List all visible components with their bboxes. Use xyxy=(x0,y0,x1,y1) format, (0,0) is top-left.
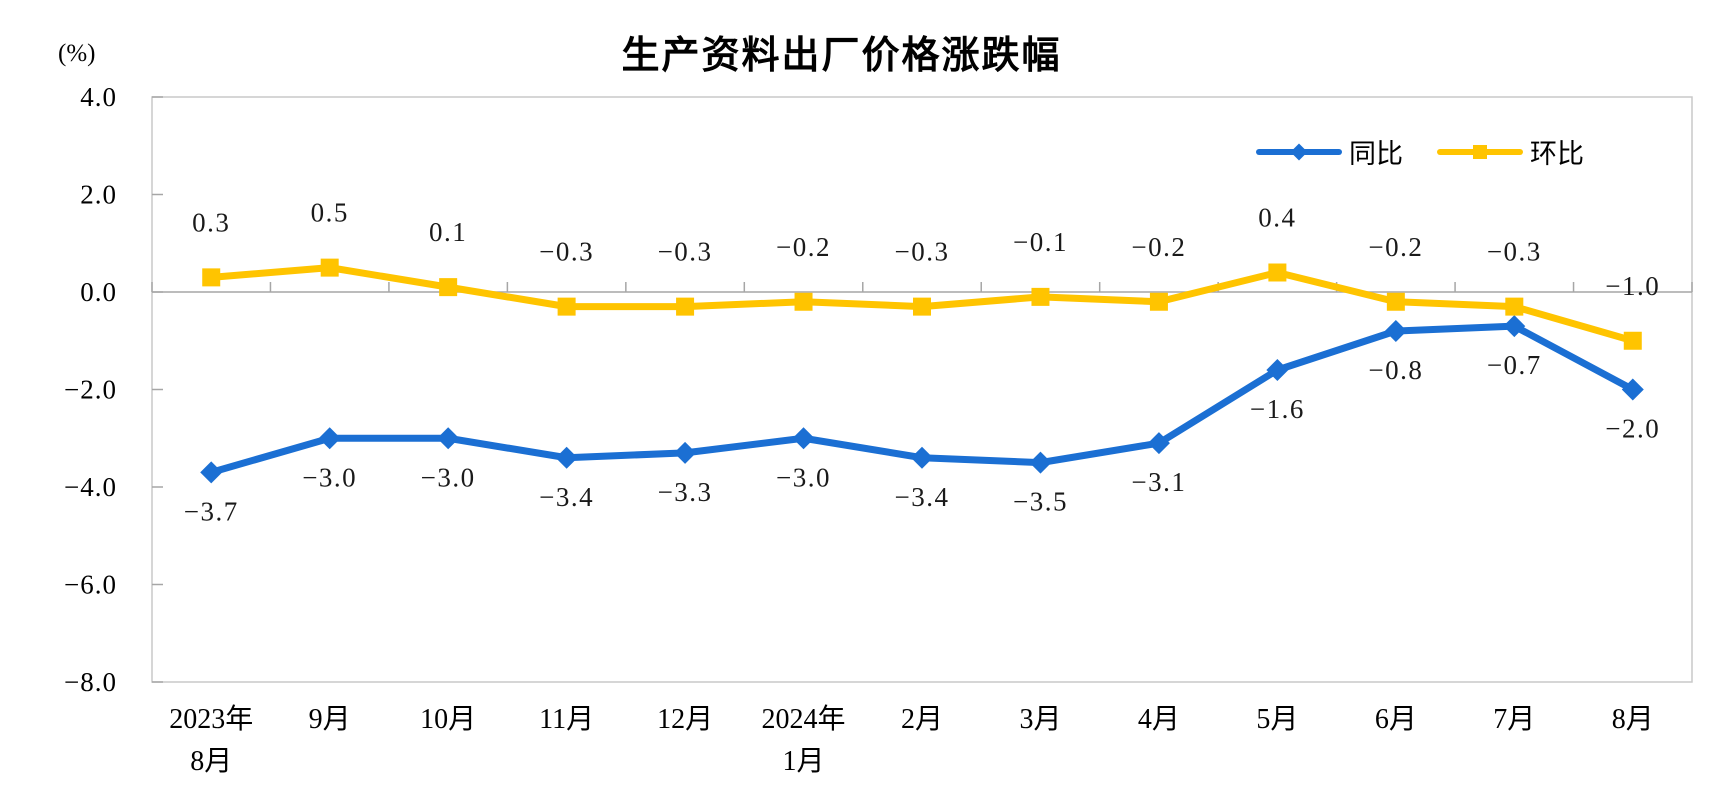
data-label: −3.0 xyxy=(776,462,831,492)
legend: 同比 环比 xyxy=(1256,132,1584,171)
data-label: 0.5 xyxy=(311,198,349,228)
data-point-diamond-marker xyxy=(555,446,578,469)
x-axis-category-label: 2024年 xyxy=(762,703,846,735)
data-label: −3.3 xyxy=(658,477,713,507)
data-point-diamond-marker xyxy=(911,446,933,469)
data-point-square-marker xyxy=(913,297,931,316)
data-point-square-marker xyxy=(1031,287,1050,306)
data-label: −3.4 xyxy=(895,482,950,512)
x-axis-category-label: 3月 xyxy=(1019,704,1061,735)
data-point-square-marker xyxy=(439,278,458,297)
data-point-diamond-marker xyxy=(318,427,341,450)
yoy-line-diamond-marker-icon xyxy=(1256,141,1342,163)
y-axis-tick-label: −2.0 xyxy=(64,375,117,405)
data-point-diamond-marker xyxy=(792,427,815,450)
data-label: −0.8 xyxy=(1368,355,1423,385)
y-axis-tick-label: 2.0 xyxy=(80,180,117,210)
data-label: 0.3 xyxy=(192,207,230,237)
data-point-square-marker xyxy=(676,297,695,316)
data-label: −3.5 xyxy=(1013,487,1068,517)
y-axis-unit-label: (%) xyxy=(58,40,96,67)
data-label: −0.3 xyxy=(658,237,713,267)
y-axis-tick-label: 4.0 xyxy=(80,82,117,112)
data-label: −3.0 xyxy=(421,462,476,492)
data-label: −1.0 xyxy=(1605,271,1660,301)
x-axis-category-label: 1月 xyxy=(783,746,825,777)
data-label: 0.4 xyxy=(1258,203,1296,233)
data-point-square-marker xyxy=(202,268,221,287)
data-point-square-marker xyxy=(557,297,576,316)
data-label: −3.1 xyxy=(1131,467,1186,497)
data-point-diamond-marker xyxy=(1266,359,1289,381)
y-axis-tick-label: −6.0 xyxy=(64,570,117,600)
data-point-diamond-marker xyxy=(1384,320,1407,342)
x-axis-category-label: 2023年 xyxy=(169,703,253,735)
legend-label-yoy: 同比 xyxy=(1349,139,1403,169)
y-axis-tick-label: −8.0 xyxy=(64,667,117,697)
data-label: −0.3 xyxy=(1487,237,1542,267)
y-axis-tick-label: −4.0 xyxy=(64,472,117,502)
legend-item-mom: 环比 xyxy=(1437,132,1584,171)
data-point-square-marker xyxy=(1149,292,1168,311)
data-label: −0.2 xyxy=(1368,232,1423,262)
x-axis-category-label: 7月 xyxy=(1493,704,1535,735)
data-label: −0.2 xyxy=(1131,232,1186,262)
data-label: −3.0 xyxy=(302,462,357,492)
data-label: −0.3 xyxy=(895,237,950,267)
x-axis-category-label: 6月 xyxy=(1375,704,1417,735)
data-label: −0.7 xyxy=(1487,350,1542,380)
x-axis-category-label: 11月 xyxy=(539,704,594,735)
data-point-square-marker xyxy=(1623,331,1642,350)
data-label: −0.2 xyxy=(776,232,831,262)
data-label: −1.6 xyxy=(1250,394,1305,424)
data-label: −3.4 xyxy=(539,482,594,512)
legend-item-yoy: 同比 xyxy=(1256,132,1403,171)
data-point-diamond-marker xyxy=(1621,378,1644,401)
data-point-diamond-marker xyxy=(674,441,697,464)
x-axis-category-label: 5月 xyxy=(1256,704,1298,735)
data-point-diamond-marker xyxy=(1147,432,1170,455)
data-point-diamond-marker xyxy=(437,427,460,450)
x-axis-category-label: 9月 xyxy=(309,704,351,735)
x-axis-category-label: 12月 xyxy=(657,704,713,735)
data-point-diamond-marker xyxy=(1503,315,1526,338)
data-point-diamond-marker xyxy=(200,461,223,484)
data-label: −0.3 xyxy=(539,237,594,267)
y-axis-tick-label: 0.0 xyxy=(80,277,117,307)
x-axis-category-label: 10月 xyxy=(420,704,476,735)
plot-area-border xyxy=(151,96,1693,683)
x-axis-category-label: 8月 xyxy=(1612,704,1654,735)
data-point-square-marker xyxy=(320,258,339,277)
x-axis-category-label: 4月 xyxy=(1138,704,1180,735)
data-point-diamond-marker xyxy=(1029,451,1052,474)
data-point-square-marker xyxy=(794,292,813,311)
data-label: 0.1 xyxy=(429,217,467,247)
data-label: −0.1 xyxy=(1013,227,1068,257)
data-point-square-marker xyxy=(1386,292,1405,311)
legend-label-mom: 环比 xyxy=(1530,139,1584,169)
chart-title: 生产资料出厂价格涨跌幅 xyxy=(621,35,1062,77)
x-axis-category-label: 2月 xyxy=(901,704,943,735)
data-label: −2.0 xyxy=(1605,414,1660,444)
data-label: −3.7 xyxy=(184,496,239,526)
x-axis-category-label: 8月 xyxy=(190,746,232,777)
mom-line-square-marker-icon xyxy=(1437,141,1523,163)
data-point-square-marker xyxy=(1268,263,1287,282)
data-point-square-marker xyxy=(1505,297,1524,316)
